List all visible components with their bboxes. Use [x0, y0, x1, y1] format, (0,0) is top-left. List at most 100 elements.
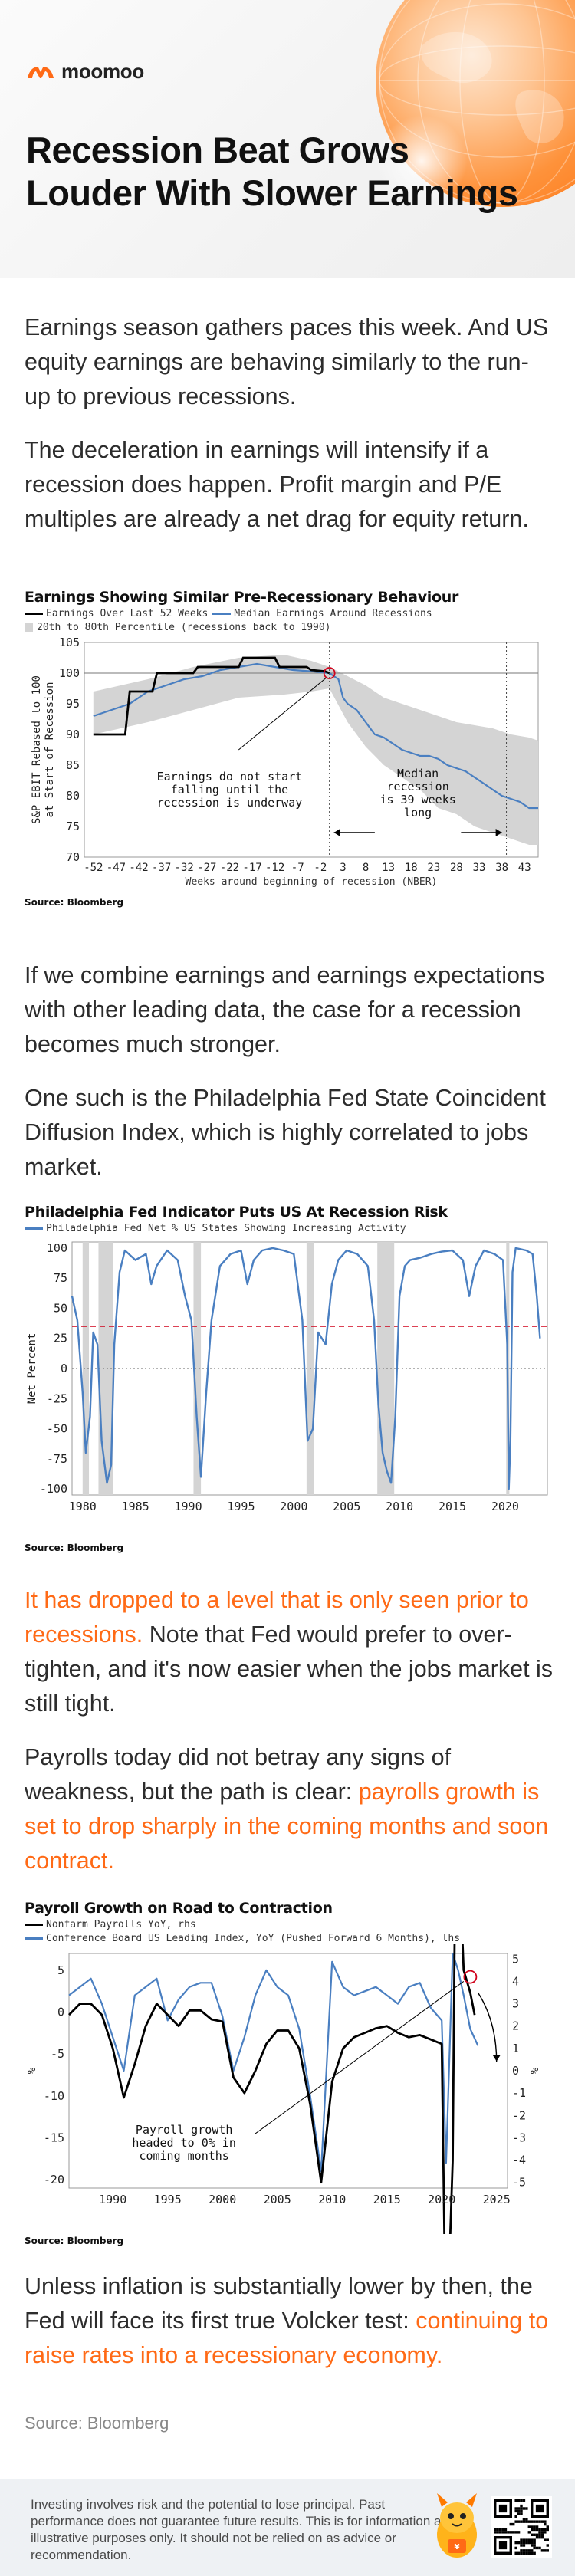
qr-module: [531, 2551, 534, 2555]
series-leading-index-line: [68, 1952, 479, 2173]
qr-module: [514, 2551, 518, 2555]
y-tick-label: 100: [47, 1241, 67, 1255]
y-tick-label: 0: [61, 1362, 67, 1375]
qr-module: [546, 2544, 549, 2547]
qr-module: [494, 2528, 497, 2532]
x-tick-label: 2000: [280, 1500, 307, 1513]
qr-module: [538, 2546, 541, 2550]
qr-module: [522, 2544, 526, 2547]
qr-module: [517, 2509, 521, 2513]
qr-module: [498, 2531, 502, 2534]
y-tick-label: -50: [47, 1422, 67, 1436]
x-tick-label: 2010: [318, 2193, 346, 2206]
x-tick-label: 1990: [99, 2193, 127, 2206]
legend-label: Median Earnings Around Recessions: [234, 608, 432, 619]
chart-plot: 5 0 -5 -10 -15 -20 5 4 3 2 1 0 -1 -2 -3 -4 -5 1990 1995 200…: [26, 1944, 541, 2234]
legend-label: Philadelphia Fed Net % US States Showing…: [46, 1223, 406, 1234]
qr-module: [546, 2538, 549, 2542]
paragraph-1: Earnings season gathers paces this week.…: [25, 314, 549, 409]
qr-module: [522, 2538, 526, 2542]
qr-module: [544, 2531, 547, 2534]
qr-module: [514, 2507, 518, 2510]
qr-module: [531, 2533, 534, 2536]
x-tick-label: 2015: [439, 1500, 466, 1513]
y-tick-label: 95: [66, 697, 80, 711]
qr-module: [527, 2538, 531, 2542]
annotation-line: falling until the: [171, 783, 289, 797]
qr-module: [496, 2528, 499, 2532]
y-left-tick-label: -15: [44, 2131, 64, 2144]
qr-module: [520, 2549, 523, 2552]
x-tick-label: -47: [107, 862, 126, 874]
qr-module: [540, 2531, 544, 2534]
qr-code-graphic: [494, 2499, 549, 2555]
annotation-pointer: [238, 677, 327, 751]
recession-band: [82, 1242, 90, 1495]
qr-module: [531, 2541, 534, 2545]
qr-module: [501, 2528, 504, 2532]
y-tick-label: 85: [66, 758, 80, 772]
footer: Investing involves risk and the potentia…: [0, 2479, 575, 2576]
highlight-text: It has dropped to a level that is only s…: [25, 1587, 529, 1648]
qr-module: [509, 2522, 512, 2526]
legend-swatch-black: [25, 613, 43, 615]
paragraph-3: If we combine earnings and earnings expe…: [25, 962, 545, 1057]
x-tick-label: 3: [340, 862, 346, 874]
y-right-tick-label: 5: [512, 1952, 519, 1966]
legend-label: Conference Board US Leading Index, YoY (…: [46, 1933, 461, 1944]
legend-swatch-band: [25, 623, 33, 632]
qr-module: [538, 2533, 541, 2536]
current-point-marker: [323, 667, 336, 679]
x-tick-label: 38: [495, 862, 508, 874]
qr-module: [540, 2528, 544, 2532]
arrow-right-head: [495, 829, 502, 836]
legend-swatch-blue: [25, 1937, 43, 1940]
paragraph-4: One such is the Philadelphia Fed State C…: [25, 1085, 546, 1180]
x-tick-label: 2020: [428, 2193, 455, 2206]
legend-label: Nonfarm Payrolls YoY, rhs: [46, 1919, 196, 1930]
qr-module: [540, 2536, 544, 2539]
qr-module: [535, 2536, 539, 2539]
x-tick-label: -22: [220, 862, 239, 874]
qr-module: [538, 2531, 541, 2534]
qr-module: [531, 2549, 534, 2552]
qr-module: [525, 2549, 528, 2552]
qr-module: [535, 2528, 539, 2532]
y-axis-label: Net Percent: [26, 1333, 38, 1405]
qr-module: [517, 2512, 521, 2515]
qr-module: [522, 2520, 526, 2523]
y-left-tick-label: -10: [44, 2089, 64, 2103]
x-tick-label: 43: [518, 862, 531, 874]
qr-module: [533, 2541, 536, 2545]
y-right-tick-label: 3: [512, 1997, 519, 2011]
qr-module: [520, 2509, 523, 2513]
qr-module: [522, 2499, 526, 2502]
annotation-line: Earnings do not start: [157, 770, 303, 784]
legend-row: 20th to 80th Percentile (recessions back…: [25, 622, 554, 633]
y-tick-label: 105: [59, 636, 80, 649]
qr-module: [531, 2538, 534, 2542]
qr-module: [533, 2551, 536, 2555]
y-tick-label: 25: [54, 1332, 67, 1346]
x-tick-label: 8: [363, 862, 369, 874]
x-tick-label: 2010: [386, 1500, 413, 1513]
legend-row: Conference Board US Leading Index, YoY (…: [25, 1933, 554, 1944]
y-right-tick-label: 4: [512, 1974, 519, 1988]
legend-row: Philadelphia Fed Net % US States Showing…: [25, 1223, 554, 1234]
trend-arrow-head: [492, 2055, 501, 2062]
hero-banner: moomoo Recession Beat Grows Louder With …: [0, 0, 575, 278]
qr-module: [520, 2512, 523, 2515]
y-tick-label: 90: [66, 728, 80, 741]
qr-module: [514, 2499, 518, 2502]
y-left-axis-label: %: [26, 2067, 38, 2074]
qr-module: [533, 2546, 536, 2550]
qr-module: [512, 2531, 515, 2534]
y-right-axis-label: %: [529, 2067, 541, 2074]
qr-module: [535, 2533, 539, 2536]
qr-module: [533, 2533, 536, 2536]
qr-module: [514, 2515, 518, 2518]
chart-title: Philadelphia Fed Indicator Puts US At Re…: [25, 1204, 448, 1221]
svg-text:¥: ¥: [455, 2543, 460, 2551]
qr-module: [517, 2507, 521, 2510]
